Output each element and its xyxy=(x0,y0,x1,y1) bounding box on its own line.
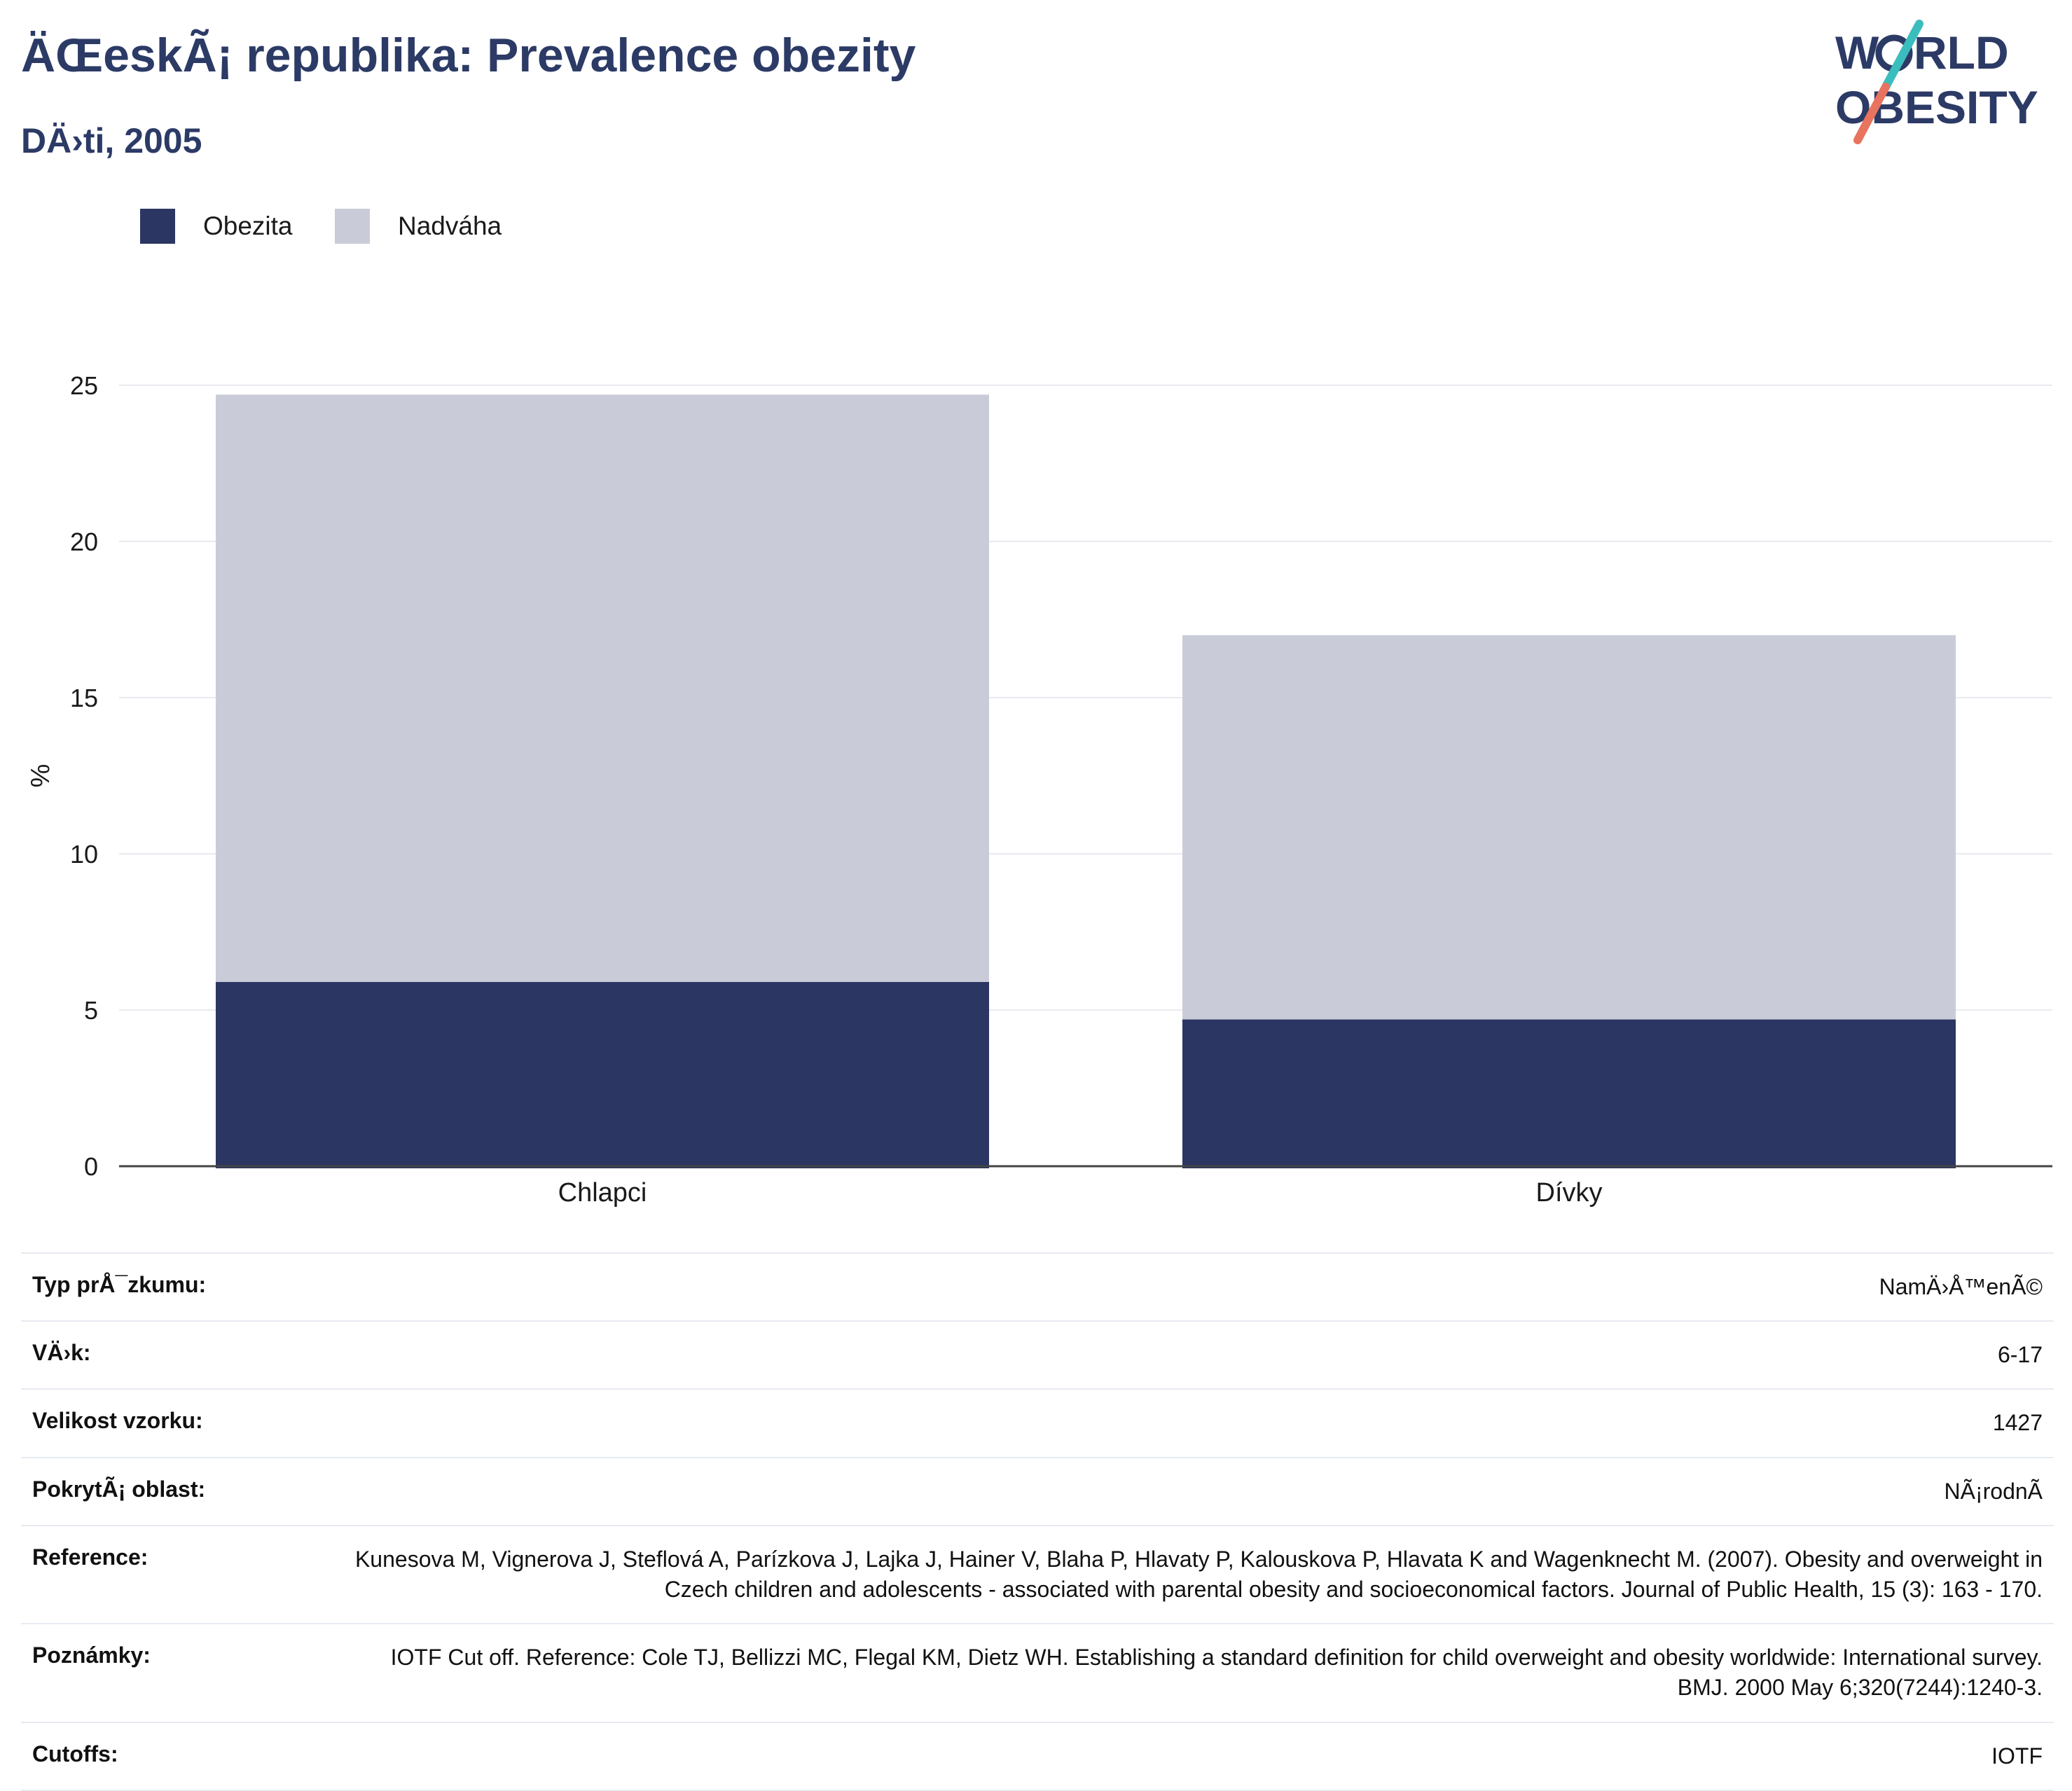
svg-text:W: W xyxy=(1835,27,1879,78)
info-value: 6-17 xyxy=(338,1320,2054,1390)
legend-label-obezita: Obezita xyxy=(203,212,293,240)
y-tick-label: 15 xyxy=(70,684,98,712)
x-tick-label: Chlapci xyxy=(558,1178,647,1208)
x-tick-label: Dívky xyxy=(1536,1178,1603,1208)
bars xyxy=(216,394,1956,1168)
survey-info-table: Typ prÅ¯zkumu: NamÄ›Å™enÃ© VÄ›k: 6-17 Veliko… xyxy=(21,1252,2054,1791)
info-value: NÃ¡rodnÃ xyxy=(338,1456,2054,1526)
svg-text:RLD: RLD xyxy=(1914,27,2009,78)
y-axis-label: % xyxy=(26,764,55,788)
chart-title: ÄŒeskÃ¡ republika: Prevalence obezity xyxy=(21,29,916,82)
info-value: NamÄ›Å™enÃ© xyxy=(338,1252,2054,1322)
info-value: IOTF xyxy=(338,1721,2054,1791)
info-value: 1427 xyxy=(338,1388,2054,1458)
info-label: Typ prÅ¯zkumu: xyxy=(21,1252,338,1322)
info-value: Kunesova M, Vignerova J, Steflová A, Par… xyxy=(338,1524,2054,1624)
world-obesity-logo: W RLD OBESITY xyxy=(1835,20,2038,144)
y-axis-ticks: 0 5 10 15 20 25 xyxy=(70,371,98,1181)
info-label: VÄ›k: xyxy=(21,1320,338,1390)
legend-label-nadvaha: Nadváha xyxy=(398,212,502,240)
bar-chlapci-obezita xyxy=(216,981,989,1168)
info-row: Typ prÅ¯zkumu: NamÄ›Å™enÃ© xyxy=(21,1252,2054,1322)
bar-dívky-obezita xyxy=(1182,1019,1956,1168)
chart-subtitle: DÄ›ti, 2005 xyxy=(21,121,202,160)
legend-item-obezita[interactable]: Obezita xyxy=(140,209,293,244)
info-row: PokrytÃ¡ oblast: NÃ¡rodnÃ xyxy=(21,1456,2054,1526)
legend-item-nadvaha[interactable]: Nadváha xyxy=(335,209,502,244)
info-value: IOTF Cut off. Reference: Cole TJ, Belliz… xyxy=(338,1623,2054,1722)
info-label: Reference: xyxy=(21,1524,338,1624)
info-label: Cutoffs: xyxy=(21,1721,338,1791)
bar-chart: 0 5 10 15 20 25 Chlapci Dívky % xyxy=(26,371,2052,1208)
y-tick-label: 25 xyxy=(70,371,98,400)
info-row: VÄ›k: 6-17 xyxy=(21,1320,2054,1390)
y-tick-label: 20 xyxy=(70,527,98,556)
y-tick-label: 10 xyxy=(70,840,98,869)
y-tick-label: 5 xyxy=(84,996,98,1025)
legend-swatch-nadvaha xyxy=(335,209,370,244)
info-label: PokrytÃ¡ oblast: xyxy=(21,1456,338,1526)
info-label: Velikost vzorku: xyxy=(21,1388,338,1458)
x-axis-ticks: Chlapci Dívky xyxy=(558,1178,1603,1208)
info-label: Poznámky: xyxy=(21,1623,338,1722)
bar-chlapci-nadváha xyxy=(216,394,989,982)
info-row: Poznámky: IOTF Cut off. Reference: Cole T… xyxy=(21,1623,2054,1722)
info-row: Velikost vzorku: 1427 xyxy=(21,1388,2054,1458)
bar-dívky-nadváha xyxy=(1182,635,1956,1020)
y-tick-label: 0 xyxy=(84,1152,98,1181)
legend-swatch-obezita xyxy=(140,209,175,244)
info-row: Reference: Kunesova M, Vignerova J, Stefl… xyxy=(21,1524,2054,1624)
info-row: Cutoffs: IOTF xyxy=(21,1721,2054,1791)
